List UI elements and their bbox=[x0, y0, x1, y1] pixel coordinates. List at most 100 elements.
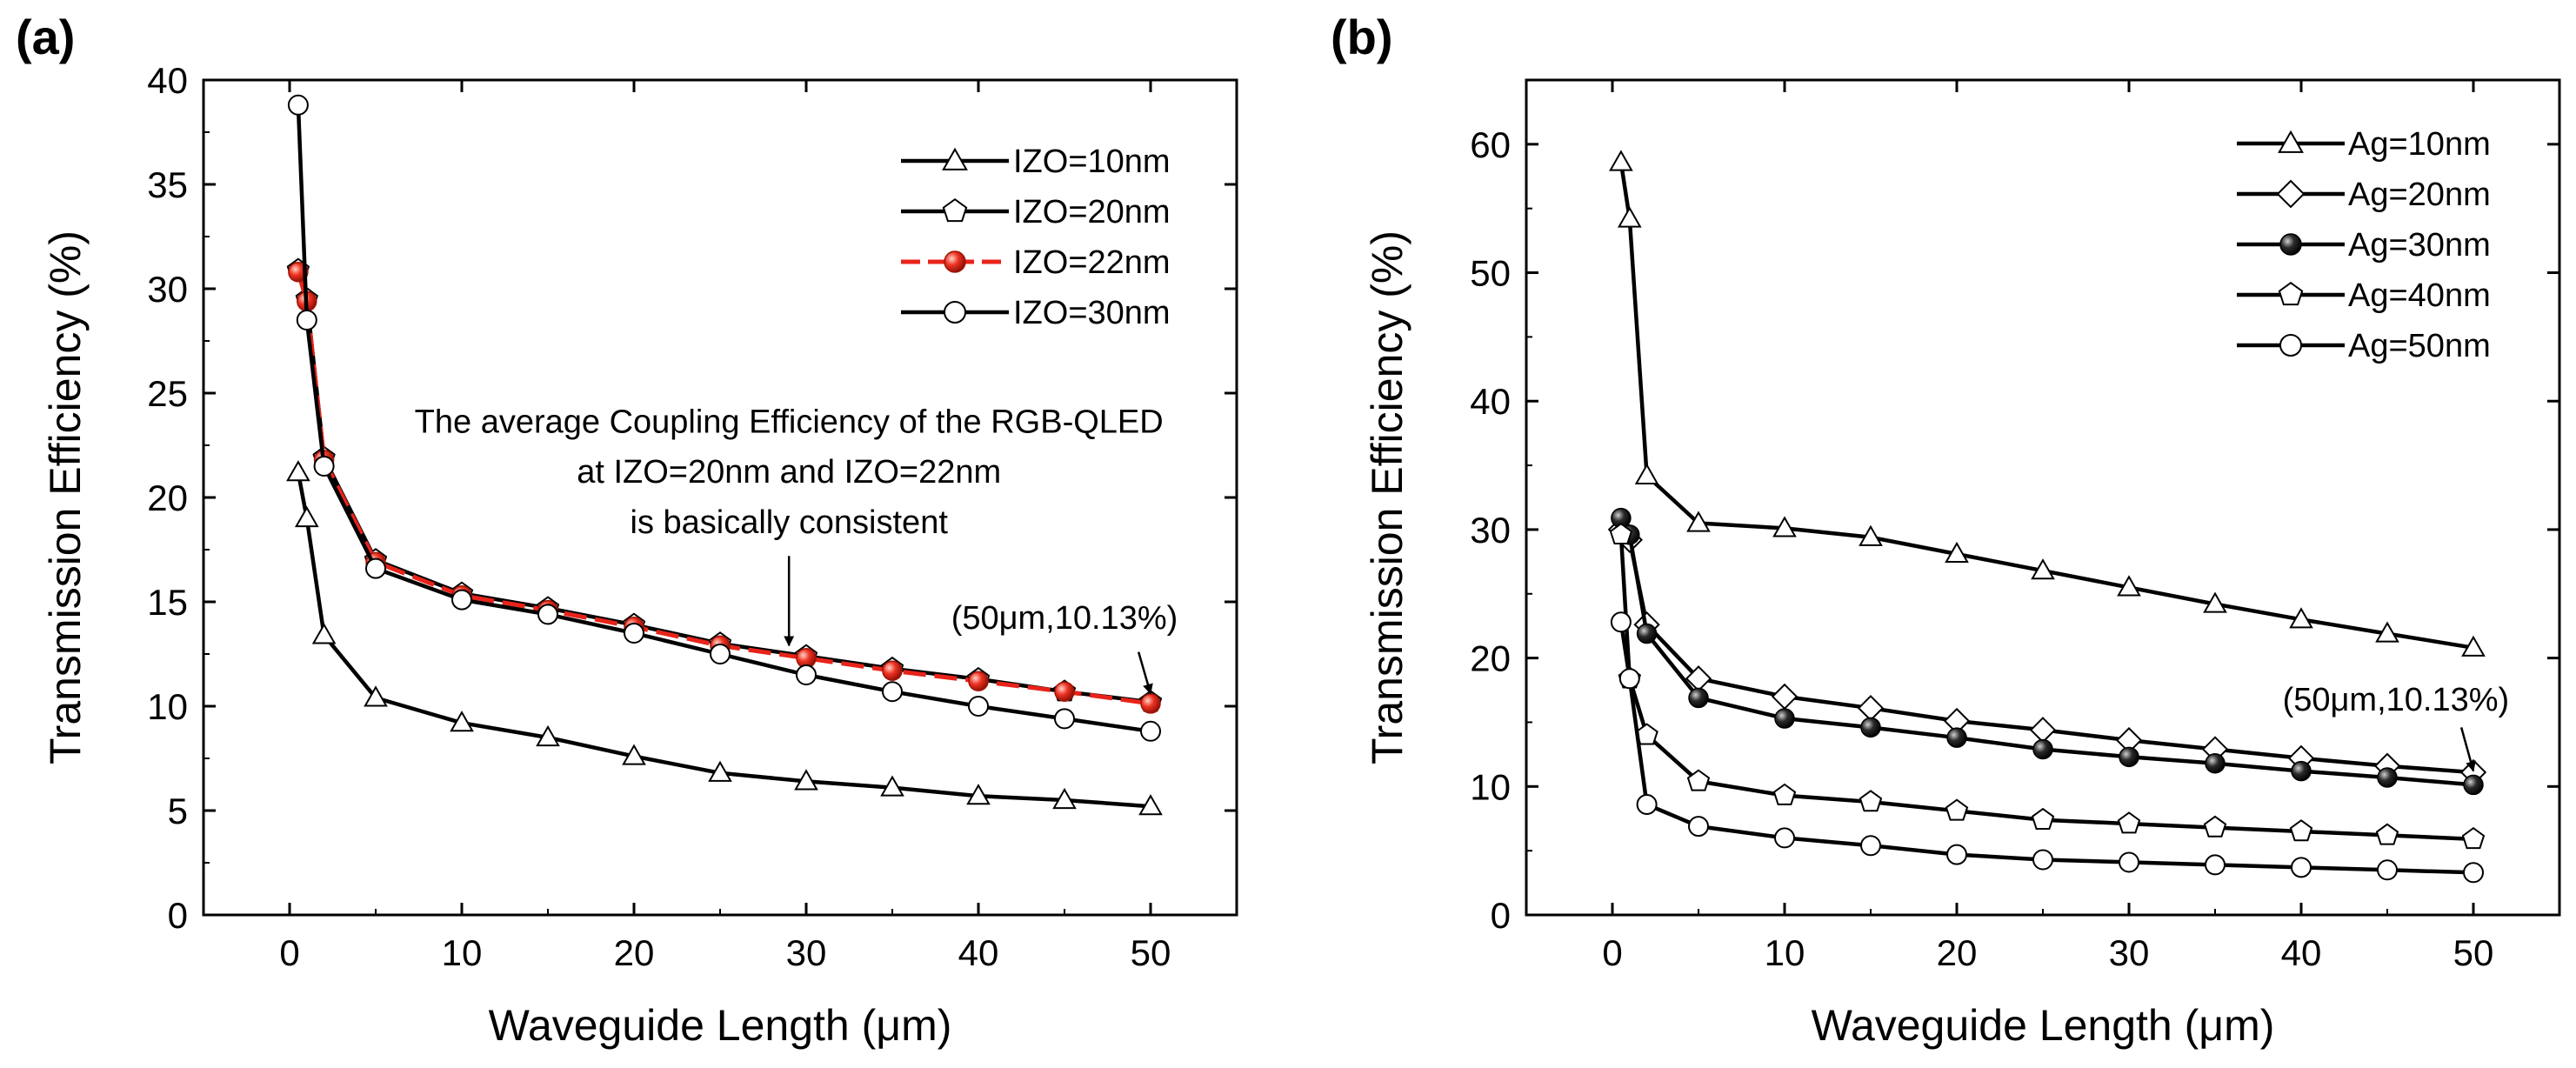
data-point bbox=[311, 623, 337, 644]
legend-marker bbox=[942, 197, 968, 223]
data-point bbox=[296, 310, 317, 330]
y-tick-label: 30 bbox=[1470, 510, 1511, 551]
data-point bbox=[968, 696, 989, 717]
data-point bbox=[2203, 591, 2227, 613]
data-point bbox=[1946, 844, 1967, 865]
data-point bbox=[451, 589, 472, 611]
data-point bbox=[1636, 623, 1658, 644]
data-point bbox=[2117, 575, 2141, 597]
y-tick-label: 10 bbox=[147, 686, 188, 727]
data-point bbox=[1610, 611, 1632, 633]
data-point bbox=[313, 456, 335, 477]
data-point bbox=[1774, 827, 1795, 849]
data-point bbox=[708, 760, 732, 782]
x-tick-label: 20 bbox=[614, 932, 655, 973]
data-point bbox=[1052, 787, 1077, 810]
data-point bbox=[1054, 708, 1075, 730]
data-point bbox=[536, 724, 560, 747]
annotation-text: The average Coupling Efficiency of the R… bbox=[415, 404, 1164, 441]
y-tick-label: 20 bbox=[147, 477, 188, 518]
data-point bbox=[624, 623, 644, 644]
data-point bbox=[2119, 746, 2139, 768]
series-ag-50nm bbox=[1610, 611, 2484, 884]
x-tick-label: 40 bbox=[2281, 932, 2322, 973]
legend: IZO=10nm IZO=20nm IZO=22nm IZO=30nm bbox=[901, 144, 1171, 331]
y-tick-label: 60 bbox=[1470, 124, 1511, 165]
data-point bbox=[2461, 826, 2486, 850]
data-point bbox=[2461, 635, 2486, 657]
data-point bbox=[1140, 693, 1161, 714]
data-point bbox=[2375, 621, 2399, 643]
data-point bbox=[1774, 708, 1795, 729]
legend-marker bbox=[2279, 233, 2302, 256]
y-tick-label: 10 bbox=[1470, 766, 1511, 807]
data-point bbox=[1859, 524, 1883, 546]
data-point bbox=[2031, 558, 2055, 580]
y-tick-label: 25 bbox=[147, 373, 188, 414]
data-point bbox=[2031, 807, 2055, 830]
data-point bbox=[966, 784, 991, 805]
y-tick-label: 35 bbox=[147, 164, 188, 205]
data-point bbox=[2291, 760, 2312, 782]
data-point bbox=[1636, 793, 1658, 815]
legend-marker bbox=[2278, 130, 2304, 153]
data-point bbox=[1772, 516, 1797, 537]
data-point bbox=[2291, 857, 2312, 878]
y-tick-label: 5 bbox=[168, 791, 188, 831]
data-point bbox=[2117, 811, 2141, 834]
data-point bbox=[1054, 681, 1075, 702]
data-point bbox=[710, 644, 731, 664]
data-point bbox=[1634, 463, 1659, 484]
data-point bbox=[364, 685, 388, 707]
data-point bbox=[796, 664, 817, 685]
annotation-text: at IZO=20nm and IZO=22nm bbox=[577, 454, 1001, 491]
y-axis-label: Transmission Efficiency (%) bbox=[1363, 230, 1411, 764]
data-point bbox=[2203, 815, 2227, 838]
data-point bbox=[882, 681, 903, 703]
data-point bbox=[882, 660, 903, 681]
series-izo-30nm bbox=[287, 94, 1161, 742]
x-tick-label: 10 bbox=[442, 932, 483, 973]
y-tick-label: 20 bbox=[1470, 638, 1511, 679]
data-point bbox=[365, 557, 386, 579]
data-point bbox=[537, 604, 558, 625]
series-ag-10nm bbox=[1609, 150, 2486, 657]
x-tick-label: 0 bbox=[279, 932, 299, 973]
data-point bbox=[286, 460, 310, 482]
data-point bbox=[450, 711, 474, 732]
data-point bbox=[2289, 819, 2313, 842]
y-tick-label: 0 bbox=[1491, 895, 1511, 936]
data-point bbox=[2032, 738, 2053, 760]
legend-marker bbox=[2279, 334, 2302, 357]
y-axis-label: Transmission Efficiency (%) bbox=[41, 230, 90, 764]
data-point bbox=[1609, 150, 1633, 171]
panel-a: (a)0 10 20 30 40 500510152025303540Waveguide … bbox=[16, 10, 1238, 1050]
data-point bbox=[2463, 862, 2484, 884]
data-point bbox=[1618, 668, 1640, 690]
data-point bbox=[1617, 206, 1642, 228]
annotation-text: is basically consistent bbox=[631, 504, 949, 541]
y-tick-label: 40 bbox=[147, 60, 188, 101]
x-axis-label: Waveguide Length (μm) bbox=[489, 1001, 952, 1050]
data-point bbox=[1138, 794, 1163, 816]
legend-label: Ag=10nm bbox=[2348, 126, 2491, 163]
x-tick-label: 30 bbox=[2109, 932, 2150, 973]
data-point bbox=[1946, 727, 1967, 748]
data-point bbox=[2463, 774, 2484, 796]
annotation-arrow bbox=[1137, 651, 1153, 695]
data-point bbox=[2205, 854, 2226, 876]
legend-label: Ag=50nm bbox=[2348, 328, 2491, 364]
legend: Ag=10nm Ag=20nm Ag=30nm Ag=40nm Ag=50nm bbox=[2237, 126, 2491, 364]
y-tick-label: 40 bbox=[1470, 381, 1511, 422]
data-point bbox=[968, 671, 989, 691]
data-point bbox=[2029, 717, 2057, 744]
data-point bbox=[1688, 687, 1709, 709]
y-tick-label: 50 bbox=[1470, 253, 1511, 294]
data-point bbox=[1771, 683, 1799, 711]
series-ag-40nm bbox=[1609, 522, 2486, 850]
annotation-text: (50μm,10.13%) bbox=[2283, 682, 2510, 718]
data-point bbox=[2205, 752, 2226, 774]
series-izo-10nm bbox=[286, 460, 1163, 816]
annotation-text: (50μm,10.13%) bbox=[951, 600, 1178, 637]
